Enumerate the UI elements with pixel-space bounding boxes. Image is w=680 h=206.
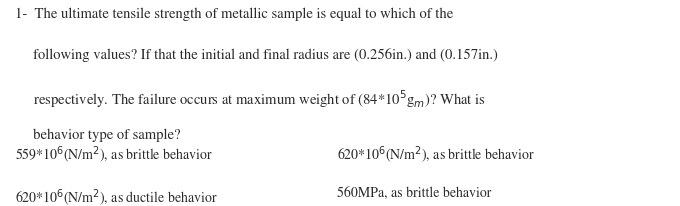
- Text: following values? If that the initial and final radius are (0.256in.) and (0.157: following values? If that the initial an…: [15, 47, 498, 61]
- Text: respectively. The failure occurs at maximum weight of (84*10$^5$g$_m$)? What is: respectively. The failure occurs at maxi…: [15, 88, 486, 109]
- Text: 1-  The ultimate tensile strength of metallic sample is equal to which of the: 1- The ultimate tensile strength of meta…: [15, 7, 453, 21]
- Text: behavior type of sample?: behavior type of sample?: [15, 128, 180, 141]
- Text: 620*10$^6$(N/m$^2$), as brittle behavior: 620*10$^6$(N/m$^2$), as brittle behavior: [337, 143, 534, 164]
- Text: 560MPa, as brittle behavior: 560MPa, as brittle behavior: [337, 186, 491, 200]
- Text: 559*10$^6$(N/m$^2$), as brittle behavior: 559*10$^6$(N/m$^2$), as brittle behavior: [15, 143, 213, 164]
- Text: 620*10$^6$(N/m$^2$), as ductile behavior: 620*10$^6$(N/m$^2$), as ductile behavior: [15, 186, 218, 206]
